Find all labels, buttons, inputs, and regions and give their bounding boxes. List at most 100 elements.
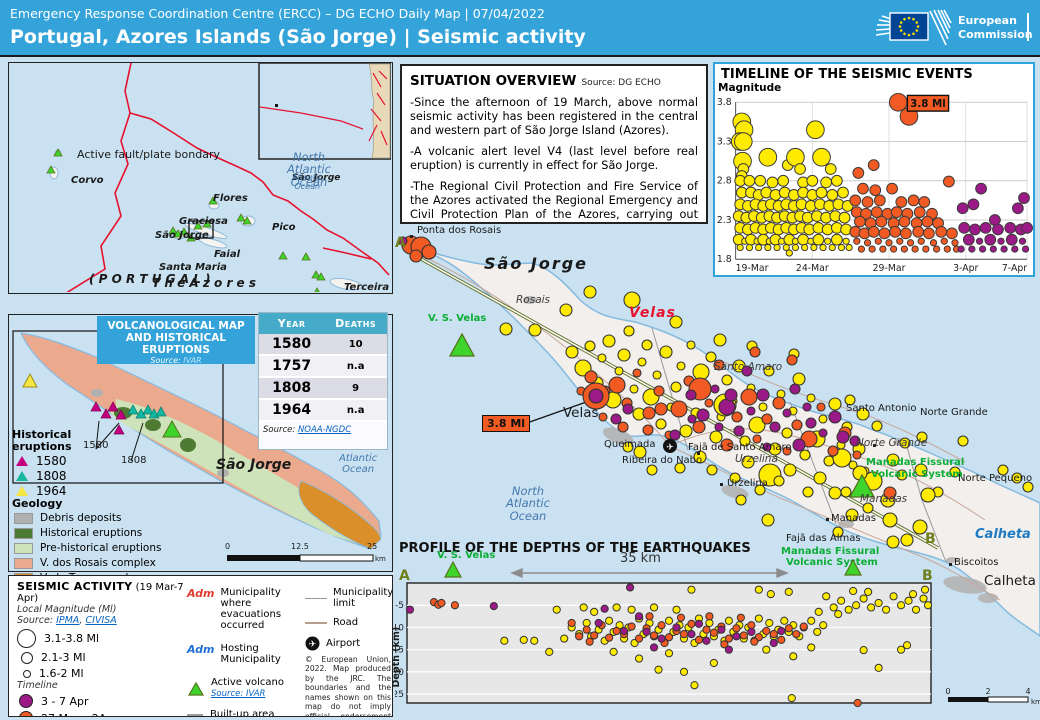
svg-text:-5: -5 xyxy=(395,601,404,611)
svg-text:-15: -15 xyxy=(395,646,404,656)
timeline-ylabel: Magnitude xyxy=(718,82,782,94)
timeline-title: TIMELINE OF THE SEISMIC EVENTS xyxy=(721,67,973,82)
svg-text:3.3: 3.3 xyxy=(717,136,732,147)
eruption-1808-label: 1808 xyxy=(36,469,67,484)
eruptions-table-panel: Year Deaths 1580 10 1757 n.a 1808 9 1964 n.a So… xyxy=(258,312,388,450)
european-commission-logo: European Commission xyxy=(875,9,1033,46)
magnitude-callout: 3.8 Ml xyxy=(482,415,531,432)
legend-source-label: Source: xyxy=(17,615,57,626)
svg-text:✈: ✈ xyxy=(666,443,674,453)
eu-stars xyxy=(898,16,920,37)
timeline-panel: TIMELINE OF THE SEISMIC EVENTS Magnitude… xyxy=(713,62,1035,277)
builtup-legend-icon xyxy=(187,714,203,716)
callout-line xyxy=(523,399,593,425)
ipma-link[interactable]: IPMA xyxy=(56,615,80,626)
svg-text:1.8: 1.8 xyxy=(717,254,732,265)
active-volcano-legend-icon xyxy=(187,681,205,696)
geology-item: Historical eruptions xyxy=(12,526,242,540)
table-row: 1757 n.a xyxy=(259,355,387,378)
svg-text:4: 4 xyxy=(1025,687,1030,696)
muni-limit-icon xyxy=(305,597,327,599)
azores-inset xyxy=(258,63,392,160)
map-legend-panel: SEISMIC ACTIVITY (19 Mar-7 Apr) Local Ma… xyxy=(8,575,393,717)
page-title: Portugal, Azores Islands (São Jorge) | S… xyxy=(10,26,586,48)
volcano-source-label: Source: xyxy=(150,356,184,366)
map-label: Santa Maria xyxy=(159,262,227,273)
focus-box xyxy=(188,220,214,239)
situation-paragraph: -A volcanic alert level V4 (last level b… xyxy=(410,145,698,172)
svg-text:2: 2 xyxy=(985,687,990,696)
profile-plot-area xyxy=(406,582,932,704)
ann-1580: 1580 xyxy=(83,440,109,451)
town-dots xyxy=(410,235,952,566)
ivar-link[interactable]: IVAR xyxy=(183,356,202,366)
legend-timeline-label: Timeline xyxy=(17,680,58,691)
fault-legend-label: Active fault/plate bondary xyxy=(77,148,220,161)
table-row: 1580 10 xyxy=(259,334,387,356)
muni-limit-label: Municipality limit xyxy=(333,587,393,609)
volcano-legend: Historical eruptions 1580 1808 1964 Geol… xyxy=(12,428,242,584)
geology-swatch xyxy=(14,512,33,524)
profile-velas-label: V. S. Velas xyxy=(437,550,496,561)
map-label: North Atlantic Ocean xyxy=(287,150,331,189)
volcano-scale-bar xyxy=(227,554,374,562)
situation-overview: SITUATION OVERVIEW Source: DG ECHO -Sinc… xyxy=(400,64,708,224)
eruption-1964-icon xyxy=(16,486,28,497)
legend-seismic-title: SEISMIC ACTIVITY xyxy=(17,580,133,593)
fault-lines xyxy=(64,63,390,293)
svg-text:29-Mar: 29-Mar xyxy=(873,263,906,274)
size-medium-label: 2.1-3 Ml xyxy=(41,651,86,664)
svg-text:3.8: 3.8 xyxy=(717,97,732,108)
civisa-link[interactable]: CIVISA xyxy=(85,615,117,626)
scale-0: 0 xyxy=(225,542,231,551)
col-year: Year xyxy=(259,313,325,334)
svg-text:km: km xyxy=(1031,698,1040,706)
adm-evac-icon: Adm xyxy=(187,587,215,600)
geology-swatch xyxy=(14,557,33,569)
size-large-label: 3.1-3.8 Ml xyxy=(44,632,99,645)
eruption-triangles xyxy=(22,372,182,438)
profile-title: PROFILE OF THE DEPTHS OF THE EARTHQUAKES xyxy=(399,541,751,556)
profile-manadas-label-1: Manadas Fissural xyxy=(781,546,880,557)
svg-text:0: 0 xyxy=(945,687,950,696)
active-volcano-icons xyxy=(448,332,876,498)
road-icon xyxy=(305,621,327,624)
volcano-icons xyxy=(46,148,326,293)
size-medium-icon xyxy=(21,651,33,664)
svg-text:2.8: 2.8 xyxy=(717,176,732,187)
profile-manadas-label-2: Volcanic System xyxy=(786,557,878,568)
map-scale-bar: 0 2 4km xyxy=(945,687,1040,706)
geology-title: Geology xyxy=(12,497,63,511)
map-label: São Jorge xyxy=(292,173,341,183)
svg-text:24-Mar: 24-Mar xyxy=(796,263,829,274)
table-row: 1964 n.a xyxy=(259,399,387,422)
ivar-legend-link[interactable]: Source: IVAR xyxy=(211,689,266,699)
azores-overview-map: Active fault/plate bondary Corvo Flores Gr… xyxy=(8,62,393,294)
period-apr-icon xyxy=(19,694,33,708)
eruptions-table: Year Deaths 1580 10 1757 n.a 1808 9 1964 n.a xyxy=(259,313,387,422)
geology-item: Debris deposits xyxy=(12,511,242,525)
eruption-1808-icon xyxy=(16,471,28,482)
adm-evac-label: Municipality where evacuations occurred xyxy=(220,587,282,631)
period-apr-label: 3 - 7 Apr xyxy=(41,694,89,708)
header: Emergency Response Coordination Centre (… xyxy=(0,0,1040,57)
profile-distance: 35 km xyxy=(620,551,661,566)
svg-text:-20: -20 xyxy=(395,668,404,678)
col-deaths: Deaths xyxy=(324,313,387,334)
noaa-link[interactable]: NOAA-NGDC xyxy=(297,425,352,435)
adm-host-label: Hosting Municipality xyxy=(220,643,281,665)
svg-text:7-Apr: 7-Apr xyxy=(1002,263,1027,274)
earthquake-epicenters xyxy=(398,235,1034,549)
table-source-label: Source: xyxy=(263,425,298,435)
distance-arrow xyxy=(510,567,789,579)
eruption-1964-label: 1964 xyxy=(36,484,67,499)
map-stage: ✈ 0 2 4 km Ponta dos Rosais São Jorge Rosais V… xyxy=(0,57,1040,720)
map-label: Flores xyxy=(213,193,248,204)
logo-text-2: Commission xyxy=(958,28,1033,41)
annotation-leaders xyxy=(95,420,144,462)
timeline-chart: 3.8 3.3 2.8 2.3 1.8 19-Mar 24-Mar 29-Mar 3-Apr 7-… xyxy=(717,92,1033,274)
section-line xyxy=(404,248,939,550)
header-subtitle: Emergency Response Coordination Centre (… xyxy=(10,6,545,21)
builtup-legend-label: Built-up area xyxy=(210,709,275,717)
